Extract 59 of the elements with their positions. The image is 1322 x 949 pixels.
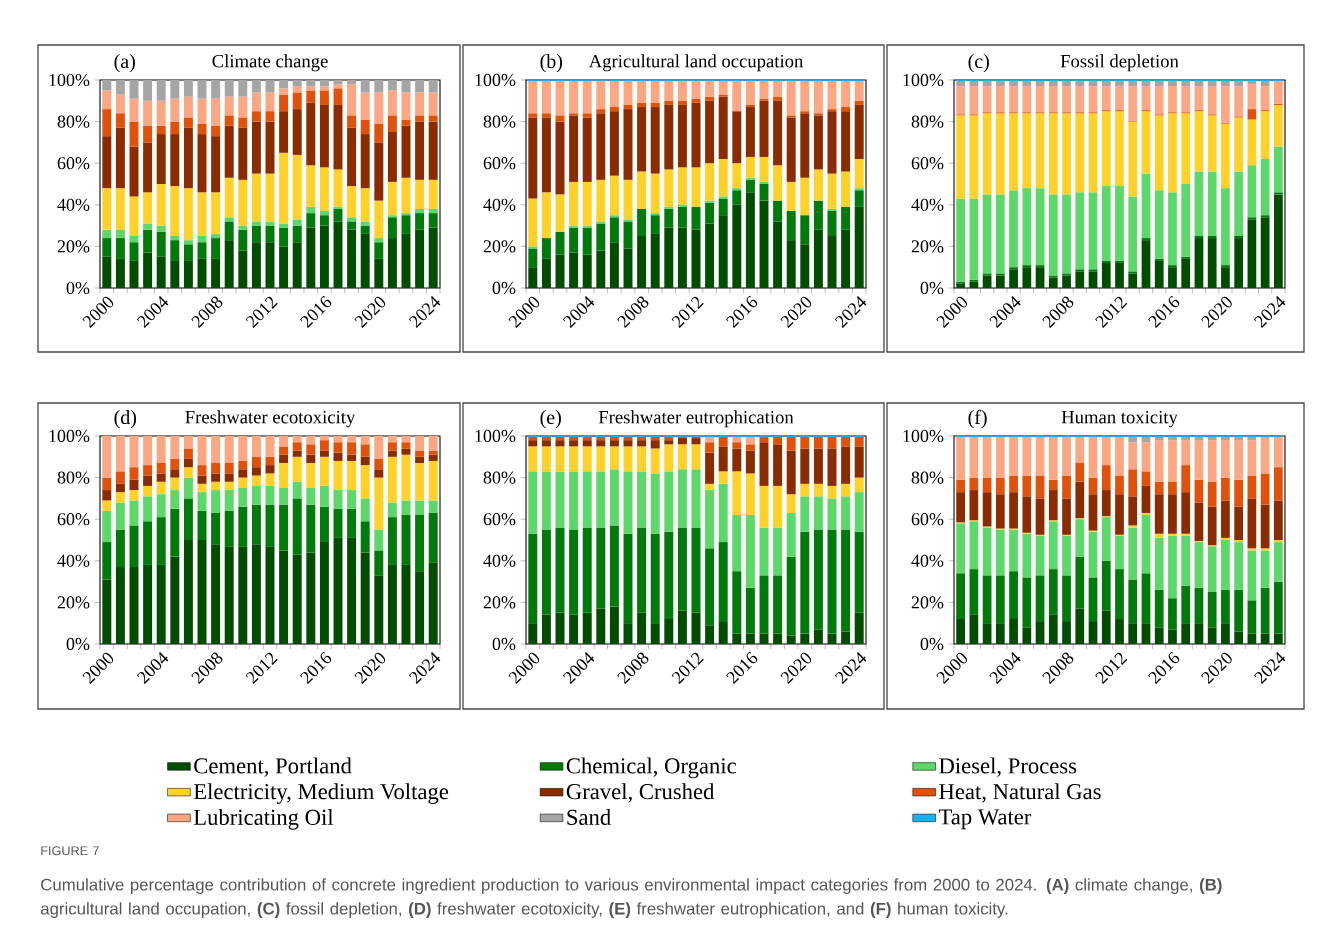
y-tick-label: 60% xyxy=(911,157,944,170)
legend-label: Tap Water xyxy=(938,809,1032,830)
text: (a) xyxy=(114,54,135,73)
legend-label: Heat, Natural Gas xyxy=(939,783,1101,803)
y-tick-label: 100% xyxy=(475,73,516,87)
y-tick-label: 40% xyxy=(483,554,516,567)
y-tick-label: 0% xyxy=(492,637,516,651)
y-tick-label: 100% xyxy=(475,429,516,443)
text: (d) xyxy=(114,410,137,429)
y-tick-label: 60% xyxy=(57,157,90,170)
y-tick-label: 80% xyxy=(483,471,516,484)
y-tick-label: 20% xyxy=(911,596,944,609)
y-tick-label: 0% xyxy=(66,281,90,295)
y-tick-label: 40% xyxy=(483,198,516,211)
chart-title: Fossil depletion xyxy=(1060,54,1179,72)
y-tick-label: 20% xyxy=(483,596,516,609)
y-tick-label: 60% xyxy=(483,513,516,526)
y-tick-label: 80% xyxy=(911,471,944,484)
y-tick-label: 0% xyxy=(920,281,944,295)
chart-title: Freshwater eutrophication xyxy=(598,410,794,428)
chart-title: Agricultural land occupation xyxy=(588,54,804,72)
legend-label: Lubricating Oil xyxy=(193,809,334,830)
legend-label: Sand xyxy=(567,809,611,825)
y-tick-label: 60% xyxy=(57,513,90,526)
y-tick-label: 40% xyxy=(911,198,944,211)
y-tick-label: 40% xyxy=(57,198,90,211)
y-tick-label: 40% xyxy=(57,554,90,567)
text: (e) xyxy=(540,410,561,429)
y-tick-label: 0% xyxy=(920,637,944,651)
text: Cumulative percentage contribution of concrete ingredient production to various environmental impact categories from 2000 to 2024. (A) climate change, (B) agricultural land occupation, (C) fossil depletion, (D) freshwater ecotoxicity, (E) freshwater eutrophication, and (F) human toxicity. xyxy=(40,878,1222,918)
y-tick-label: 60% xyxy=(483,157,516,170)
y-tick-label: 20% xyxy=(483,240,516,253)
y-tick-label: 80% xyxy=(483,115,516,128)
text: (c) xyxy=(968,54,989,73)
text: (b) xyxy=(540,54,563,73)
legend-label: Gravel, Crushed xyxy=(566,783,715,803)
y-tick-label: 20% xyxy=(57,596,90,609)
y-tick-label: 100% xyxy=(49,429,90,443)
text: (f) xyxy=(968,409,987,429)
y-tick-label: 80% xyxy=(57,471,90,484)
y-tick-label: 80% xyxy=(57,115,90,128)
y-tick-label: 80% xyxy=(911,115,944,128)
y-tick-label: 100% xyxy=(49,73,90,87)
chart-title: Human toxicity xyxy=(1061,410,1178,428)
legend-label: Chemical, Organic xyxy=(566,757,736,779)
caption: FIGURE 7 xyxy=(41,846,99,856)
y-tick-label: 20% xyxy=(911,240,944,253)
chart-title: Freshwater ecotoxicity xyxy=(185,410,356,428)
y-tick-label: 0% xyxy=(66,637,90,651)
legend-label: Electricity, Medium Voltage xyxy=(193,783,449,804)
y-tick-label: 20% xyxy=(57,240,90,253)
y-tick-label: 0% xyxy=(492,281,516,295)
y-tick-label: 100% xyxy=(903,73,944,87)
legend-label: Diesel, Process xyxy=(939,757,1077,777)
y-tick-label: 40% xyxy=(911,554,944,567)
y-tick-label: 100% xyxy=(903,429,944,443)
chart-title: Climate change xyxy=(212,54,328,72)
y-tick-label: 60% xyxy=(911,513,944,526)
legend-label: Cement, Portland xyxy=(194,757,352,777)
